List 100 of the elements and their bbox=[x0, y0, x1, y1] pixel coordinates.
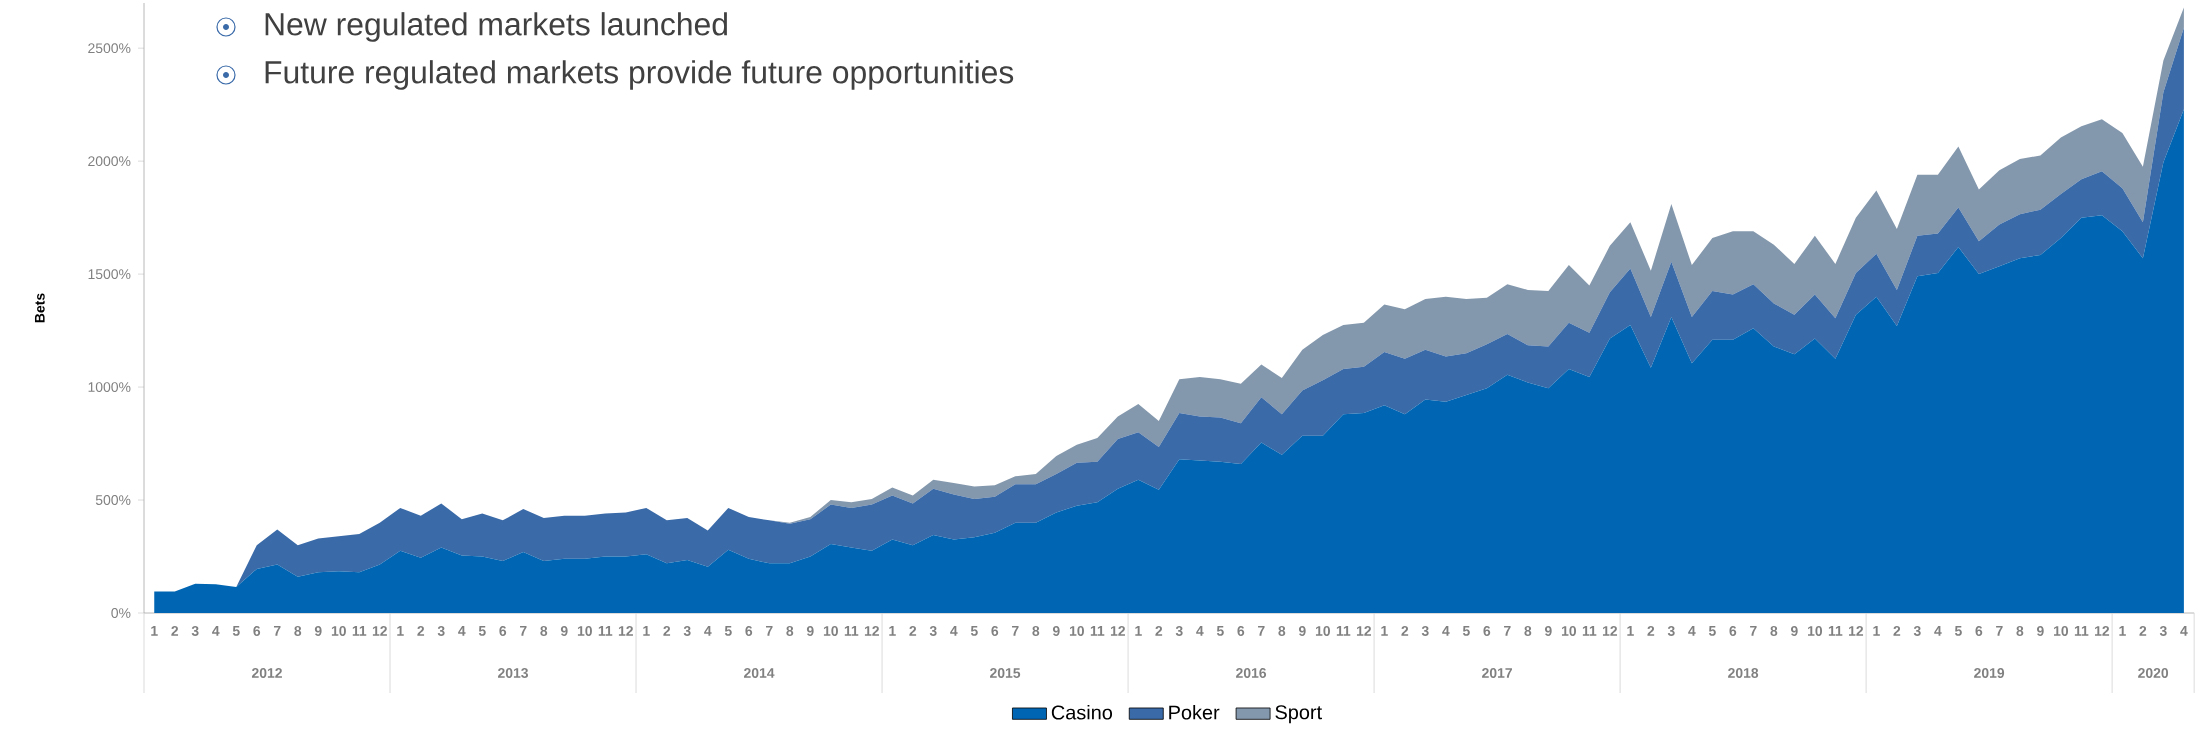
x-tick-label: 11 bbox=[844, 626, 859, 636]
x-tick-label: 11 bbox=[598, 626, 613, 636]
x-tick-label: 12 bbox=[2095, 626, 2110, 636]
y-tick-label: 2500% bbox=[88, 43, 131, 54]
x-tick-label: 1 bbox=[643, 626, 650, 636]
x-tick-label: 3 bbox=[1667, 626, 1675, 636]
x-tick-label: 11 bbox=[352, 626, 367, 636]
x-tick-label: 8 bbox=[2016, 626, 2024, 636]
x-tick-label: 12 bbox=[1110, 626, 1125, 636]
x-tick-label: 3 bbox=[2159, 626, 2167, 636]
x-tick-label: 8 bbox=[1032, 626, 1040, 636]
x-tick-label: 9 bbox=[560, 626, 568, 636]
text: 2015 bbox=[990, 668, 1021, 678]
x-tick-label: 5 bbox=[724, 626, 732, 636]
x-tick-label: 1 bbox=[1627, 626, 1634, 636]
x-tick-label: 4 bbox=[212, 626, 220, 636]
x-tick-label: 11 bbox=[2074, 626, 2089, 636]
x-tick-label: 9 bbox=[314, 626, 322, 636]
x-tick-label: 9 bbox=[1298, 626, 1306, 636]
x-tick-label: 6 bbox=[1975, 626, 1983, 636]
x-tick-label: 7 bbox=[1012, 626, 1019, 636]
text: 2020 bbox=[2138, 668, 2169, 678]
x-tick-label: 2 bbox=[1647, 626, 1655, 636]
x-tick-label: 6 bbox=[499, 626, 507, 636]
y-axis-title: Bets bbox=[34, 293, 45, 323]
x-tick-label: 8 bbox=[1770, 626, 1778, 636]
x-tick-label: 4 bbox=[704, 626, 712, 636]
x-tick-label: 6 bbox=[1729, 626, 1737, 636]
x-tick-label: 2 bbox=[663, 626, 671, 636]
x-tick-label: 4 bbox=[1442, 626, 1450, 636]
text: 2014 bbox=[744, 668, 775, 678]
x-tick-label: 9 bbox=[1544, 626, 1552, 636]
x-tick-label: 2 bbox=[1893, 626, 1901, 636]
x-tick-label: 6 bbox=[991, 626, 999, 636]
annotation: New regulated markets launched bbox=[265, 12, 727, 42]
x-tick-label: 2 bbox=[2139, 626, 2147, 636]
x-tick-label: 10 bbox=[823, 626, 838, 636]
x-tick-label: 10 bbox=[1561, 626, 1577, 636]
x-tick-label: 7 bbox=[1996, 626, 2003, 636]
x-tick-label: 12 bbox=[1356, 626, 1372, 636]
x-tick-label: 8 bbox=[786, 626, 794, 636]
x-tick-label: 10 bbox=[2054, 626, 2069, 636]
x-tick-label: 2 bbox=[171, 626, 179, 636]
x-tick-label: 7 bbox=[766, 626, 773, 636]
x-tick-label: 6 bbox=[1237, 626, 1245, 636]
legend-label: Poker bbox=[1169, 704, 1220, 720]
text: 2019 bbox=[1974, 668, 2005, 678]
x-tick-label: 4 bbox=[1934, 626, 1942, 636]
x-tick-label: 5 bbox=[1708, 626, 1716, 636]
x-tick-label: 9 bbox=[1790, 626, 1798, 636]
x-tick-label: 11 bbox=[1828, 626, 1843, 636]
x-tick-label: 2 bbox=[1401, 626, 1409, 636]
x-tick-label: 12 bbox=[372, 626, 387, 636]
x-tick-label: 10 bbox=[577, 626, 592, 636]
x-tick-label: 1 bbox=[889, 626, 896, 636]
x-tick-label: 6 bbox=[1483, 626, 1491, 636]
x-tick-label: 1 bbox=[151, 626, 158, 636]
x-tick-label: 12 bbox=[618, 626, 633, 636]
y-tick-label: 500% bbox=[95, 495, 131, 505]
x-tick-label: 4 bbox=[950, 626, 958, 636]
y-tick-label: 1500% bbox=[88, 269, 131, 280]
text: 2013 bbox=[497, 668, 529, 678]
x-tick-label: 1 bbox=[1381, 626, 1388, 636]
x-tick-label: 8 bbox=[294, 626, 302, 636]
x-tick-label: 1 bbox=[397, 626, 404, 636]
y-tick-label: 1000% bbox=[88, 382, 131, 392]
x-tick-label: 3 bbox=[1421, 626, 1429, 636]
x-tick-label: 9 bbox=[806, 626, 814, 636]
x-tick-label: 3 bbox=[1913, 626, 1921, 636]
text: 2018 bbox=[1728, 668, 1759, 678]
annotation: Future regulated markets provide future opportunities bbox=[265, 60, 1014, 90]
x-tick-label: 1 bbox=[1135, 626, 1142, 636]
x-tick-label: 7 bbox=[1504, 626, 1511, 636]
x-tick-label: 6 bbox=[253, 626, 261, 636]
x-tick-label: 3 bbox=[929, 626, 937, 636]
x-tick-label: 4 bbox=[2180, 626, 2188, 636]
x-tick-label: 8 bbox=[1524, 626, 1532, 636]
x-tick-label: 5 bbox=[1954, 626, 1962, 636]
x-tick-label: 10 bbox=[1069, 626, 1084, 636]
x-tick-label: 11 bbox=[1090, 626, 1105, 636]
text: 2012 bbox=[251, 668, 282, 678]
x-tick-label: 1 bbox=[1873, 626, 1880, 636]
x-tick-label: 7 bbox=[519, 626, 527, 636]
x-tick-label: 2 bbox=[909, 626, 917, 636]
x-tick-label: 12 bbox=[1602, 626, 1618, 636]
x-tick-label: 2 bbox=[1155, 626, 1163, 636]
x-tick-label: 7 bbox=[273, 626, 281, 636]
x-tick-label: 8 bbox=[1278, 626, 1286, 636]
x-tick-label: 3 bbox=[437, 626, 445, 636]
x-tick-label: 2 bbox=[417, 626, 425, 636]
x-tick-label: 9 bbox=[2036, 626, 2044, 636]
x-tick-label: 7 bbox=[1750, 626, 1757, 636]
x-tick-label: 12 bbox=[864, 626, 879, 636]
x-tick-label: 3 bbox=[191, 626, 199, 636]
legend-label: Sport bbox=[1275, 705, 1322, 724]
x-tick-label: 10 bbox=[1807, 626, 1823, 636]
text: 2016 bbox=[1236, 668, 1267, 678]
text: 2017 bbox=[1482, 668, 1512, 678]
x-tick-label: 6 bbox=[745, 626, 753, 636]
x-tick-label: 11 bbox=[1336, 626, 1351, 636]
